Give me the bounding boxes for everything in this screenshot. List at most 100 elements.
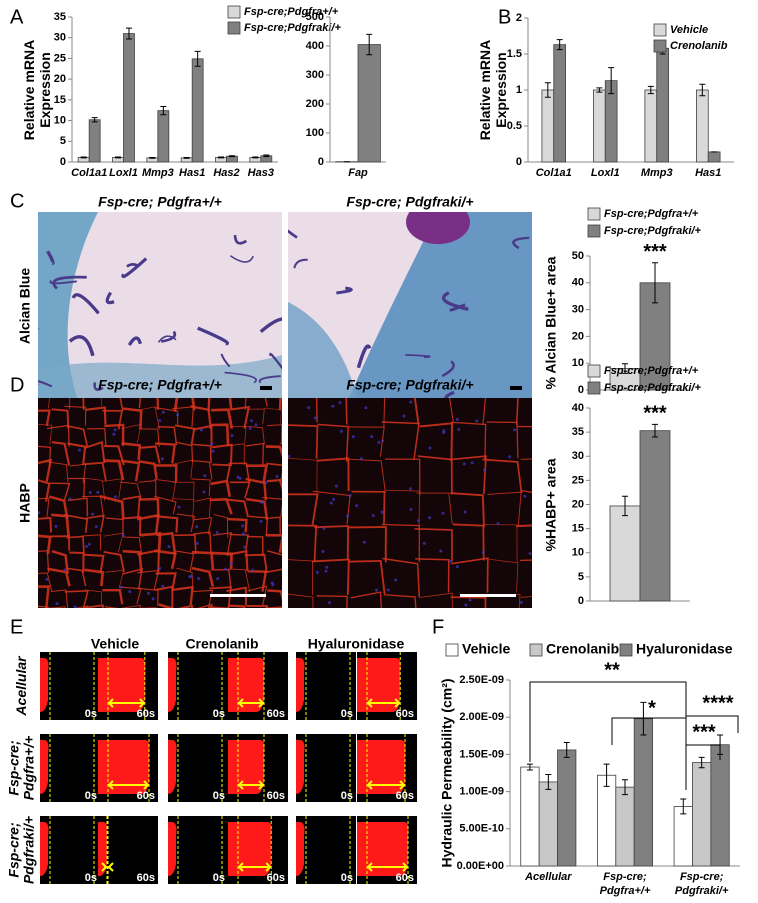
matrix	[102, 409, 123, 430]
y-tick-label: 30	[54, 32, 66, 44]
nucleus	[409, 400, 413, 404]
gel-front	[168, 822, 177, 876]
nucleus	[483, 468, 487, 472]
nucleus	[508, 455, 512, 459]
matrix	[38, 605, 49, 608]
matrix	[516, 524, 532, 528]
nucleus	[339, 429, 343, 433]
distance-arrow	[107, 780, 150, 790]
matrix	[193, 589, 214, 606]
nucleus	[250, 419, 254, 423]
matrix	[85, 440, 106, 464]
matrix	[48, 495, 69, 520]
matrix	[104, 606, 119, 608]
matrix	[122, 516, 142, 537]
panel-label: F	[432, 616, 444, 638]
matrix	[155, 515, 179, 533]
matrix	[122, 495, 141, 517]
matrix	[265, 533, 282, 553]
nucleus	[91, 512, 95, 516]
panel-label: A	[10, 6, 24, 28]
matrix	[155, 442, 176, 464]
column-label: Vehicle	[91, 636, 139, 652]
error-bar	[218, 156, 225, 159]
matrix	[38, 585, 50, 608]
matrix	[385, 458, 421, 496]
bar	[609, 505, 641, 602]
matrix	[119, 481, 142, 500]
matrix	[153, 495, 177, 515]
matrix	[192, 531, 212, 553]
legend-label: Crenolanib	[546, 641, 619, 657]
matrix	[262, 497, 282, 518]
matrix	[245, 497, 269, 520]
legend-swatch	[619, 643, 633, 657]
time-label: 0s	[85, 790, 97, 802]
nucleus	[386, 588, 390, 592]
vessel	[38, 380, 53, 388]
matrix	[348, 559, 386, 595]
bar	[656, 47, 669, 163]
nucleus	[210, 442, 214, 446]
matrix	[82, 534, 102, 551]
tissue	[288, 398, 532, 608]
micrograph	[38, 212, 282, 400]
matrix	[345, 398, 348, 425]
error-bar	[526, 763, 533, 771]
matrix	[194, 497, 212, 518]
vessel	[233, 234, 248, 245]
vessel	[46, 250, 55, 266]
error-bar	[603, 763, 610, 787]
y-tick-label: 0	[578, 384, 584, 396]
y-tick-label: 10	[54, 114, 66, 126]
matrix	[348, 526, 387, 563]
time-label: 60s	[396, 790, 414, 802]
matrix	[121, 459, 141, 482]
error-bar	[652, 262, 658, 304]
gel-front	[168, 658, 177, 712]
nucleus	[63, 568, 67, 572]
nucleus	[251, 568, 255, 572]
micrograph-title: Fsp-cre; Pdgfraki/+	[346, 377, 473, 393]
nucleus	[216, 577, 220, 581]
bar	[357, 44, 381, 163]
matrix	[66, 424, 89, 447]
matrix	[154, 407, 179, 426]
y-tick-label: 200	[306, 98, 324, 110]
matrix	[102, 588, 124, 605]
matrix	[139, 445, 161, 464]
y-tick-label: 5	[60, 135, 66, 147]
nucleus	[202, 490, 206, 494]
nucleus	[325, 565, 329, 569]
matrix	[348, 426, 385, 457]
matrix	[212, 463, 232, 480]
matrix	[139, 497, 160, 517]
legend-swatch	[653, 23, 667, 37]
y-tick-label: 30	[572, 450, 584, 462]
legend-swatch	[445, 643, 459, 657]
matrix	[176, 513, 196, 533]
matrix	[38, 549, 50, 573]
legend-swatch	[227, 21, 241, 35]
nucleus	[151, 597, 155, 601]
nucleus	[355, 504, 359, 508]
nucleus	[315, 570, 319, 574]
significance-bracket	[529, 681, 687, 790]
time-label: 60s	[137, 790, 155, 802]
nucleus	[78, 448, 82, 452]
matrix	[103, 532, 124, 553]
matrix	[120, 423, 142, 444]
nucleus	[307, 406, 311, 410]
legend-label: Fsp-cre;Pdgfraki/+	[244, 22, 341, 34]
matrix	[49, 482, 71, 501]
matrix	[316, 595, 348, 608]
matrix	[209, 586, 233, 608]
x-tick-label-line: Pdgfra+/+	[600, 885, 651, 897]
nucleus	[364, 406, 368, 410]
nucleus	[158, 566, 162, 570]
panel-label: C	[10, 190, 24, 212]
vessel	[121, 257, 148, 279]
y-axis-label-line: Relative mRNA	[477, 40, 493, 140]
distance-arrow	[237, 780, 265, 790]
nucleus	[428, 516, 432, 520]
